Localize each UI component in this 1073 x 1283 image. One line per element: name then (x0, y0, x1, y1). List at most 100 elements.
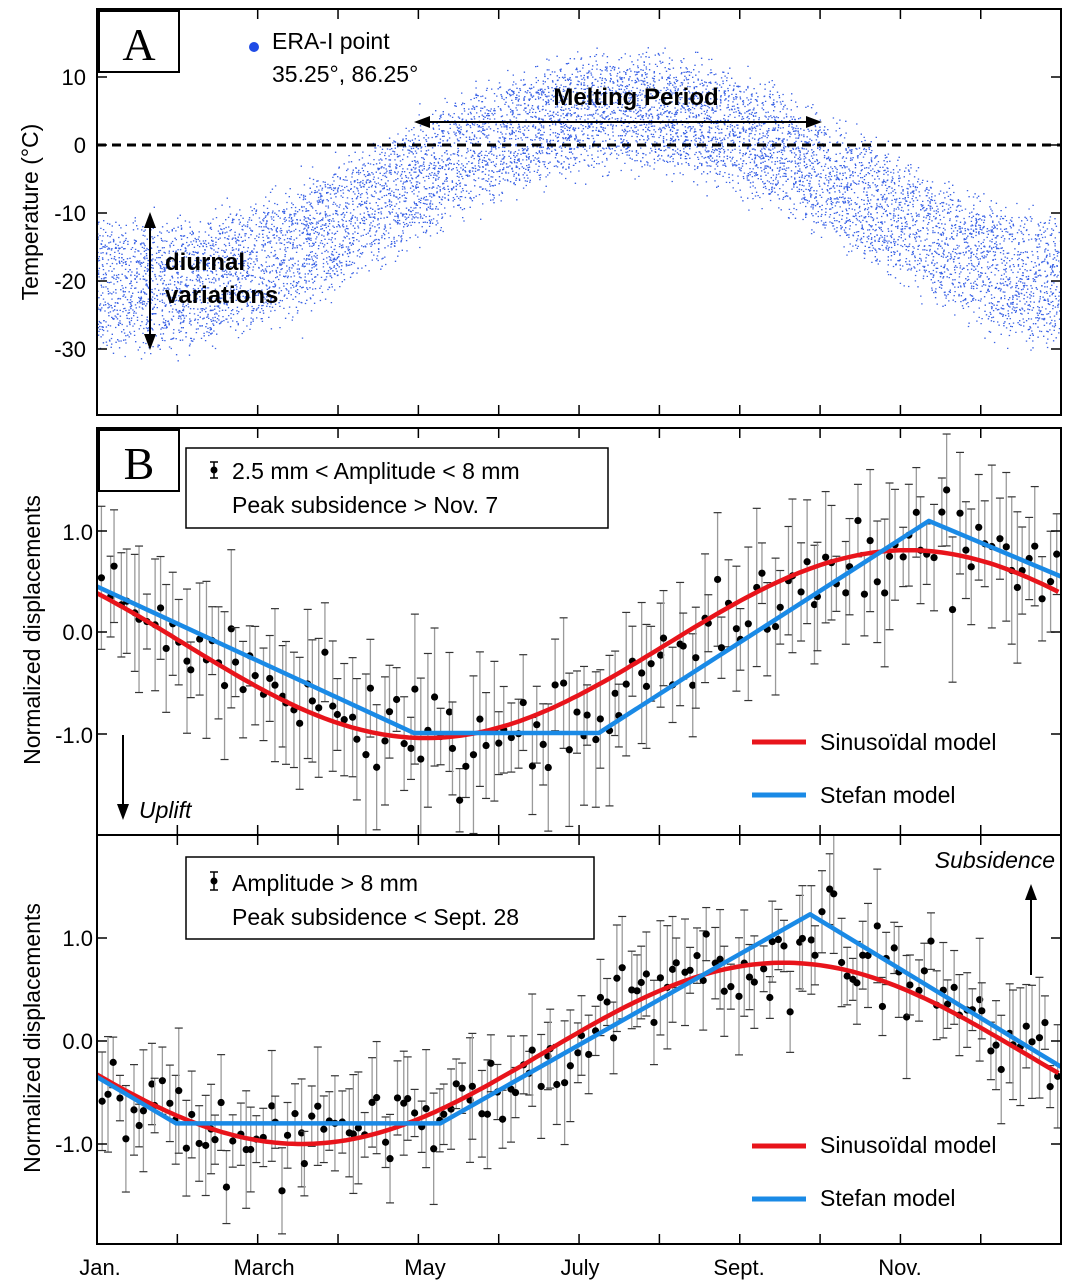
displacement-point (393, 695, 401, 704)
displacement-point (873, 922, 881, 930)
displacement-point (811, 951, 819, 959)
displacement-point (519, 698, 527, 707)
displacement-point (368, 1098, 376, 1106)
displacement-point (195, 1139, 203, 1148)
displacement-point (148, 1080, 156, 1088)
displacement-point (860, 590, 869, 598)
displacement-point (468, 1082, 476, 1090)
panel-b-lower-legend-line1: Amplitude > 8 mm (232, 870, 418, 896)
displacement-point (628, 986, 636, 994)
displacement-point (768, 938, 776, 946)
era-point-marker (249, 42, 259, 52)
displacement-point (116, 1094, 124, 1102)
displacement-point (166, 1099, 174, 1107)
displacement-point (967, 563, 975, 571)
errorbar-legend-symbol (210, 871, 218, 891)
displacement-point (1054, 1072, 1061, 1080)
month-label: Sept. (713, 1255, 764, 1280)
panel-a-letter-box (98, 10, 180, 73)
month-label: Jan. (79, 1255, 121, 1280)
sinusoidal-legend-label: Sinusoïdal model (820, 1132, 996, 1158)
displacement-point (560, 679, 568, 687)
displacement-point (745, 973, 754, 981)
displacement-point (686, 966, 694, 974)
displacement-point (611, 689, 619, 697)
displacement-point (122, 1135, 130, 1143)
displacement-point (943, 1000, 952, 1008)
displacement-point (943, 486, 951, 494)
displacement-point (247, 1145, 255, 1154)
displacement-point (716, 955, 724, 963)
displacement-point (992, 1041, 1000, 1049)
displacement-point (314, 1102, 322, 1110)
displacement-point (750, 978, 758, 986)
displacement-point (456, 796, 464, 804)
displacement-point (300, 1160, 308, 1168)
displacement-point (642, 682, 651, 690)
displacement-point (656, 974, 664, 982)
displacement-point (340, 716, 348, 724)
displacement-point (596, 993, 605, 1002)
displacement-point (482, 741, 490, 750)
displacement-point (672, 959, 680, 967)
displacement-point (744, 620, 752, 628)
melting-period-arrow (414, 116, 822, 128)
displacement-point (603, 998, 611, 1006)
displacement-point (885, 552, 894, 560)
diurnal-label-line2: variations (165, 282, 278, 309)
displacement-point (109, 1058, 117, 1066)
displacement-point (211, 1136, 219, 1144)
displacement-point (842, 589, 850, 597)
displacement-point (231, 658, 240, 666)
displacement-point (229, 1137, 237, 1145)
displacement-point (1053, 550, 1061, 558)
displacement-point (188, 1110, 196, 1119)
panel-b-upper-data (97, 433, 1061, 835)
displacement-point (689, 681, 697, 689)
displacement-point (1038, 595, 1046, 603)
displacement-point (511, 1088, 520, 1097)
month-label: March (233, 1255, 294, 1280)
displacement-point (938, 508, 946, 516)
displacement-point (393, 1094, 402, 1102)
month-label: July (560, 1255, 599, 1280)
displacement-point (478, 1110, 486, 1118)
displacement-point (462, 762, 470, 770)
displacement-point (766, 993, 774, 1002)
era-legend-title: ERA-I point (272, 28, 390, 54)
displacement-point (97, 574, 106, 582)
displacement-point (583, 711, 591, 719)
displacement-point (278, 1187, 286, 1195)
panel-a-yticklabels: 10 0 -10 -20 -30 (54, 65, 86, 362)
displacement-point (732, 625, 741, 633)
displacement-point (291, 1110, 299, 1118)
displacement-point (650, 1018, 658, 1027)
displacement-point (807, 936, 815, 944)
displacement-point (647, 660, 655, 668)
displacement-point (881, 589, 889, 597)
displacement-point (411, 1109, 419, 1117)
displacement-point (422, 1105, 430, 1113)
displacement-point (445, 708, 454, 716)
displacement-point (618, 964, 626, 972)
displacement-point (139, 1107, 148, 1115)
panel-b-upper-legend-line1: 2.5 mm < Amplitude < 8 mm (232, 458, 520, 484)
displacement-point (183, 657, 191, 665)
subsidence-arrow (1025, 884, 1037, 975)
sinusoidal-model-curve (97, 547, 1060, 741)
displacement-point (854, 516, 862, 525)
displacement-point (528, 1046, 536, 1054)
displacement-point (110, 562, 118, 570)
displacement-point (417, 755, 425, 763)
displacement-point (381, 737, 389, 745)
panel-b-lower: 1.0 0.0 -1.0 Normalized displacements Am… (19, 834, 1062, 1245)
panel-b-upper-legend-line2: Peak subsidence > Nov. 7 (232, 492, 498, 518)
displacement-point (373, 763, 381, 771)
ytick-label: -10 (54, 201, 86, 226)
displacement-point (613, 974, 621, 982)
displacement-point (987, 1047, 995, 1055)
displacement-point (366, 684, 374, 692)
displacement-point (930, 553, 938, 562)
displacement-point (873, 578, 881, 586)
displacement-point (609, 1034, 618, 1042)
